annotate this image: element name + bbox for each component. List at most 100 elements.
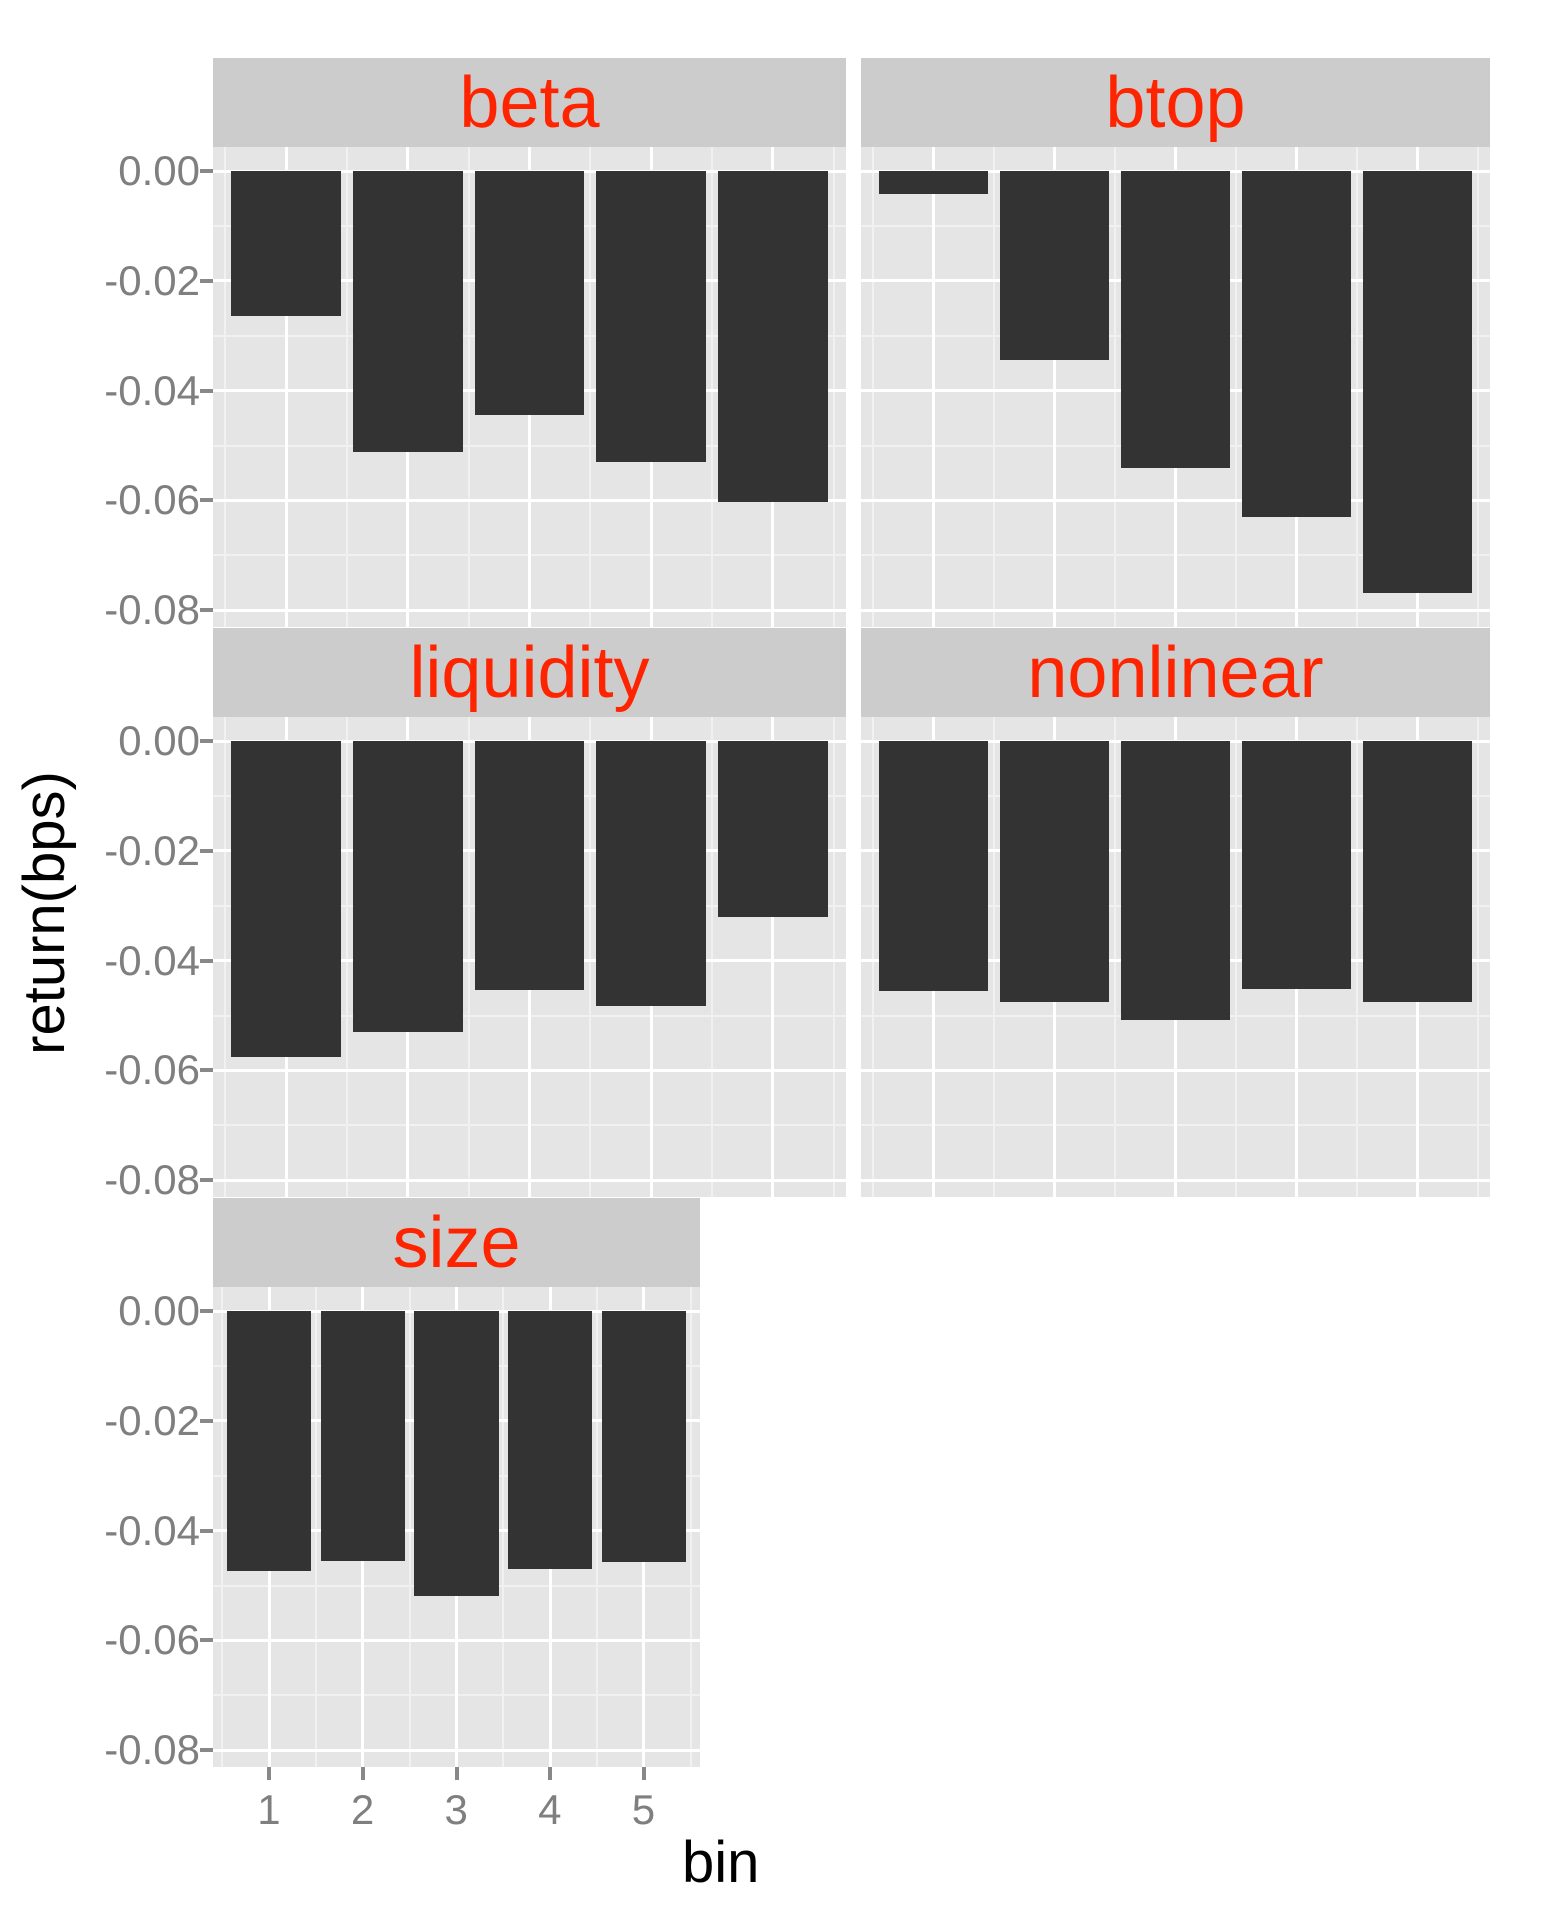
bar-size-bin3 bbox=[414, 1311, 499, 1596]
grid-minor-vertical bbox=[345, 717, 348, 1197]
x-axis-title: bin bbox=[682, 1830, 760, 1895]
grid-minor-vertical bbox=[1355, 147, 1358, 627]
bar-beta-bin4 bbox=[596, 171, 706, 463]
y-tick-mark bbox=[200, 1178, 213, 1183]
x-tick-label: 3 bbox=[444, 1786, 468, 1833]
y-tick-mark bbox=[200, 848, 213, 853]
bar-btop-bin5 bbox=[1362, 171, 1472, 593]
grid-minor-vertical bbox=[467, 147, 470, 627]
bar-size-bin5 bbox=[601, 1311, 686, 1562]
x-tick-label: 5 bbox=[631, 1786, 656, 1833]
bar-liquidity-bin4 bbox=[596, 741, 706, 1007]
grid-minor-vertical bbox=[595, 1287, 598, 1767]
grid-minor-vertical bbox=[1114, 717, 1117, 1197]
grid-major-horizontal bbox=[213, 608, 846, 612]
facet-strip-size: size bbox=[213, 1198, 700, 1287]
grid-major-horizontal bbox=[213, 1748, 700, 1752]
y-tick-mark bbox=[200, 498, 213, 503]
bar-liquidity-bin3 bbox=[474, 741, 585, 990]
bar-nonlinear-bin3 bbox=[1121, 741, 1230, 1020]
y-tick-label: -0.06 bbox=[104, 476, 200, 524]
facet-strip-beta: beta bbox=[213, 58, 846, 147]
facet-title-liquidity: liquidity bbox=[409, 632, 650, 713]
grid-minor-vertical bbox=[832, 147, 835, 627]
grid-minor-vertical bbox=[224, 717, 227, 1197]
y-tick-label: -0.08 bbox=[104, 1726, 200, 1774]
grid-minor-vertical bbox=[711, 717, 714, 1197]
grid-major-horizontal bbox=[213, 498, 846, 502]
bar-btop-bin4 bbox=[1242, 171, 1351, 517]
grid-minor-vertical bbox=[1476, 717, 1479, 1197]
grid-minor-vertical bbox=[1476, 147, 1479, 627]
y-tick-mark bbox=[200, 1418, 213, 1423]
y-tick-label: -0.08 bbox=[104, 586, 200, 634]
y-tick-mark bbox=[200, 958, 213, 963]
x-tick-mark bbox=[454, 1767, 459, 1780]
grid-minor-vertical bbox=[467, 717, 470, 1197]
y-tick-label: 0.00 bbox=[118, 147, 200, 194]
grid-minor-vertical bbox=[502, 1287, 505, 1767]
grid-minor-vertical bbox=[1114, 147, 1117, 627]
y-tick-label: -0.06 bbox=[104, 1046, 200, 1094]
x-tick-label: 4 bbox=[538, 1786, 562, 1833]
bar-beta-bin2 bbox=[352, 171, 463, 453]
grid-minor-vertical bbox=[1234, 717, 1237, 1197]
facet-strip-liquidity: liquidity bbox=[213, 628, 846, 717]
grid-minor-vertical bbox=[711, 147, 714, 627]
bar-beta-bin1 bbox=[231, 171, 341, 316]
bar-nonlinear-bin4 bbox=[1242, 741, 1351, 990]
y-tick-label: -0.04 bbox=[104, 1506, 200, 1554]
y-tick-mark bbox=[200, 608, 213, 613]
y-tick-mark bbox=[200, 278, 213, 283]
bar-size-bin2 bbox=[320, 1311, 405, 1561]
grid-major-horizontal bbox=[861, 498, 1490, 502]
bar-size-bin4 bbox=[508, 1311, 593, 1570]
facet-title-btop: btop bbox=[1105, 62, 1246, 143]
grid-major-horizontal bbox=[213, 1068, 846, 1072]
facet-title-size: size bbox=[392, 1202, 521, 1283]
y-tick-label: -0.04 bbox=[104, 366, 200, 414]
bar-nonlinear-bin5 bbox=[1362, 741, 1472, 1002]
grid-minor-vertical bbox=[345, 147, 348, 627]
y-tick-label: -0.02 bbox=[104, 1396, 200, 1444]
facet-strip-btop: btop bbox=[861, 58, 1490, 147]
y-tick-mark bbox=[200, 739, 213, 743]
bar-liquidity-bin5 bbox=[718, 741, 828, 917]
y-tick-mark bbox=[200, 388, 213, 393]
facet-panel-beta bbox=[213, 147, 846, 627]
grid-major-horizontal bbox=[861, 1068, 1490, 1072]
grid-minor-vertical bbox=[872, 147, 875, 627]
bar-btop-bin1 bbox=[879, 171, 988, 194]
y-tick-mark bbox=[200, 1068, 213, 1073]
grid-major-vertical bbox=[932, 147, 936, 627]
grid-minor-vertical bbox=[224, 147, 227, 627]
x-tick-mark bbox=[548, 1767, 553, 1780]
grid-minor-vertical bbox=[993, 147, 996, 627]
grid-major-horizontal bbox=[213, 1178, 846, 1182]
bar-btop-bin3 bbox=[1121, 171, 1230, 469]
bar-liquidity-bin1 bbox=[231, 741, 341, 1057]
x-tick-mark bbox=[267, 1767, 272, 1780]
grid-major-vertical bbox=[1053, 147, 1057, 627]
y-tick-mark bbox=[200, 1309, 213, 1313]
facet-panel-size bbox=[213, 1287, 700, 1767]
y-tick-mark bbox=[200, 1638, 213, 1643]
grid-minor-vertical bbox=[689, 1287, 692, 1767]
grid-minor-vertical bbox=[408, 1287, 411, 1767]
grid-minor-vertical bbox=[221, 1287, 224, 1767]
grid-major-horizontal bbox=[861, 608, 1490, 612]
x-tick-mark bbox=[641, 1767, 646, 1780]
facet-title-beta: beta bbox=[459, 62, 600, 143]
grid-minor-vertical bbox=[589, 147, 592, 627]
bar-btop-bin2 bbox=[1000, 171, 1109, 361]
y-tick-label: -0.06 bbox=[104, 1616, 200, 1664]
y-axis-title: return(bps) bbox=[12, 771, 77, 1055]
bar-nonlinear-bin2 bbox=[1000, 741, 1109, 1002]
y-tick-label: -0.02 bbox=[104, 256, 200, 304]
facet-title-nonlinear: nonlinear bbox=[1027, 632, 1324, 713]
x-tick-label: 1 bbox=[257, 1786, 281, 1833]
y-tick-mark bbox=[200, 169, 213, 173]
y-tick-mark bbox=[200, 1528, 213, 1533]
grid-minor-vertical bbox=[832, 717, 835, 1197]
